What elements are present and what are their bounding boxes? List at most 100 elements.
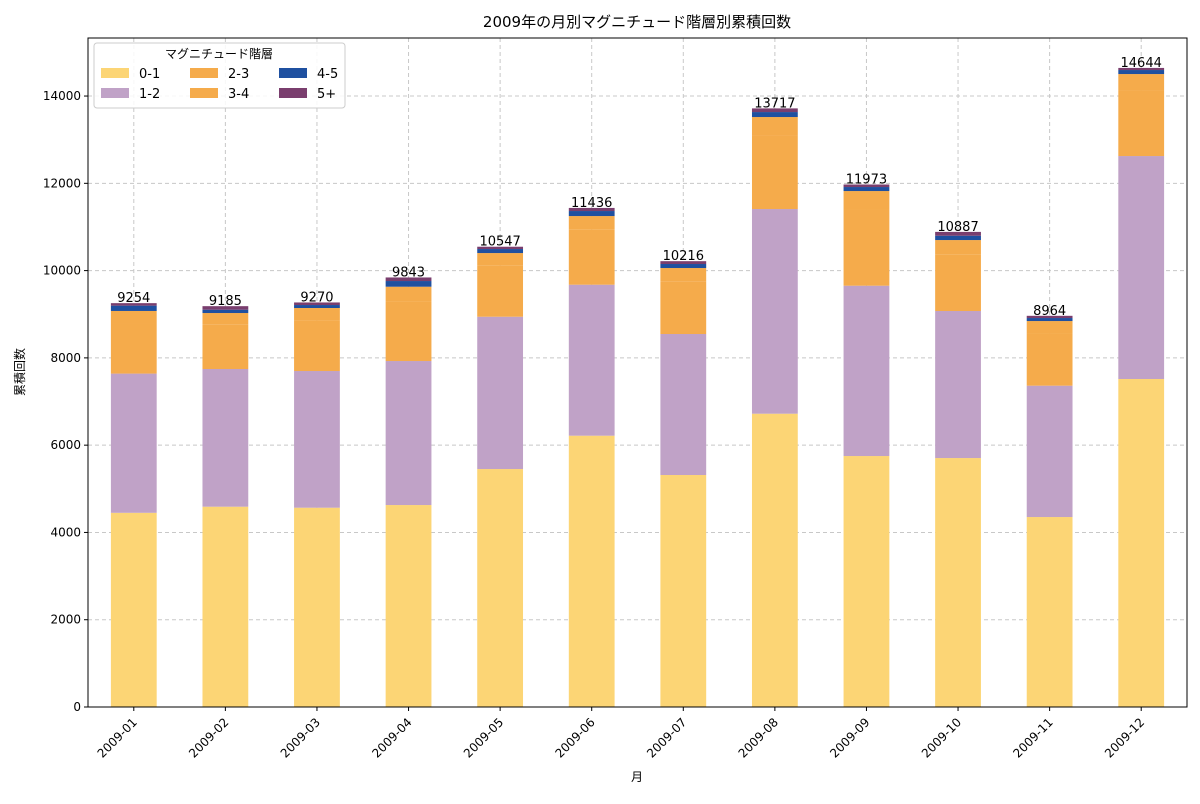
y-tick-label: 2000 (50, 613, 81, 627)
bar-segment-3-4 (385, 286, 432, 302)
bar-segment-0-1 (477, 469, 524, 707)
bar-segment-4-5 (477, 249, 524, 254)
x-axis-label: 月 (631, 770, 643, 784)
bar-segment-1-2 (202, 369, 249, 507)
legend-swatch-1-2 (101, 88, 129, 98)
legend-swatch-5+ (279, 88, 307, 98)
bar-segment-4-5 (385, 281, 432, 287)
legend-label: 3-4 (228, 87, 249, 102)
x-tick-label: 2009-10 (919, 715, 964, 760)
bar-segment-3-4 (294, 308, 340, 321)
legend-label: 4-5 (317, 67, 338, 82)
bar-segment-3-4 (202, 313, 249, 325)
total-labels: 9254 9185 9270 9843 10547 11436 10216 13717 1197… (117, 56, 1162, 319)
bar-segment-2-3 (202, 324, 249, 370)
bar-segment-3-4 (660, 268, 707, 282)
bar-segment-1-2 (477, 316, 524, 470)
bar-total-label: 10216 (663, 249, 704, 264)
bar-segment-0-1 (751, 413, 798, 707)
bar-segment-3-4 (477, 253, 524, 266)
x-tick-label: 2009-03 (278, 715, 323, 760)
bar-segment-1-2 (568, 284, 615, 436)
bar-segment-4-5 (110, 305, 157, 311)
bar-segment-2-3 (294, 320, 340, 372)
legend-label: 5+ (317, 87, 336, 102)
bar-segment-2-3 (568, 229, 615, 285)
bar-segment-5+ (110, 303, 157, 306)
bar-total-label: 10547 (479, 235, 520, 250)
legend-swatch-3-4 (190, 88, 218, 98)
bar-segment-4-5 (751, 112, 798, 118)
bar-segment-4-5 (935, 235, 981, 241)
bar-segment-1-2 (1026, 385, 1073, 518)
x-tick-label: 2009-11 (1010, 715, 1055, 760)
legend-swatch-4-5 (279, 68, 307, 78)
bar-segment-3-4 (568, 216, 615, 230)
y-tick-label: 0 (73, 700, 81, 714)
bar-segment-2-3 (1118, 90, 1165, 157)
y-tick-label: 14000 (43, 89, 81, 103)
bar-segment-0-1 (110, 512, 157, 707)
bar-total-label: 8964 (1033, 304, 1066, 319)
bar-segment-1-2 (751, 209, 798, 414)
bar-total-label: 13717 (754, 96, 795, 111)
bar-segment-3-4 (843, 191, 890, 210)
bar-total-label: 9254 (117, 291, 150, 306)
x-axis: 2009-01 2009-02 2009-03 2009-04 2009-05 2009-… (95, 707, 1147, 761)
bar-segment-4-5 (202, 309, 249, 314)
y-tick-label: 10000 (43, 264, 81, 278)
legend-label: 1-2 (139, 87, 160, 102)
x-tick-label: 2009-12 (1102, 715, 1147, 760)
bar-segment-5+ (568, 207, 615, 212)
bar-segment-5+ (477, 246, 524, 250)
bar-segment-3-4 (751, 117, 798, 136)
bar-total-label: 9270 (300, 290, 333, 305)
bar-segment-5+ (935, 231, 981, 236)
bar-segment-2-3 (1026, 333, 1073, 386)
bar-total-label: 9843 (392, 265, 425, 280)
bar-segment-2-3 (660, 281, 707, 335)
y-axis: 0 2000 4000 6000 8000 10000 12000 14000 (43, 89, 88, 714)
bar-segment-4-5 (1118, 70, 1165, 75)
bar-total-label: 9185 (209, 294, 242, 309)
bar-segment-0-1 (202, 506, 249, 707)
x-tick-label: 2009-01 (95, 715, 140, 760)
bar-segment-3-4 (935, 240, 981, 255)
y-tick-label: 12000 (43, 176, 81, 190)
bar-segment-0-1 (935, 458, 981, 707)
bar-segment-1-2 (110, 373, 157, 513)
bar-segment-2-3 (477, 265, 524, 317)
bar-segment-0-1 (1118, 379, 1165, 707)
bar-segment-4-5 (1026, 318, 1073, 322)
y-tick-label: 4000 (50, 525, 81, 539)
bar-segment-0-1 (1026, 517, 1073, 707)
bar-segment-3-4 (1118, 74, 1165, 91)
x-tick-label: 2009-04 (369, 715, 414, 760)
bar-total-label: 11973 (846, 172, 887, 187)
bar-segment-5+ (294, 302, 340, 306)
bar-segment-1-2 (843, 285, 890, 457)
bar-segment-1-2 (935, 311, 981, 459)
bar-segment-5+ (1118, 67, 1165, 71)
bar-segment-3-4 (110, 310, 157, 324)
bar-segment-1-2 (294, 371, 340, 508)
bar-segment-4-5 (843, 187, 890, 192)
legend: マグニチュード階層 0-1 1-2 2-3 3-4 4-5 5+ (93, 42, 346, 109)
bar-segment-0-1 (568, 435, 615, 707)
bar-segment-0-1 (660, 475, 707, 707)
x-tick-label: 2009-02 (186, 715, 231, 760)
bar-segment-4-5 (294, 305, 340, 309)
bar-segment-0-1 (294, 507, 340, 707)
chart-title: 2009年の月別マグニチュード階層別累積回数 (483, 13, 791, 31)
x-tick-label: 2009-09 (827, 715, 872, 760)
bar-segment-4-5 (660, 264, 707, 269)
bar-total-label: 11436 (571, 196, 612, 211)
bar-segment-5+ (751, 108, 798, 113)
bar-total-label: 10887 (937, 220, 978, 235)
legend-label: 0-1 (139, 67, 160, 82)
bar-segment-4-5 (568, 211, 615, 217)
bar-segment-5+ (385, 277, 432, 282)
bar-segment-2-3 (110, 323, 157, 374)
bar-segment-5+ (843, 184, 890, 188)
